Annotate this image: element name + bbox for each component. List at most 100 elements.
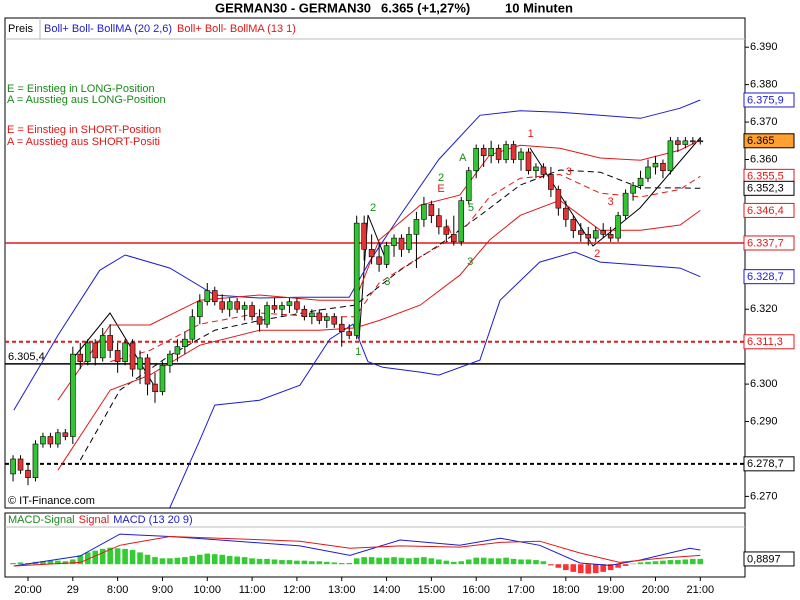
band-line	[13, 99, 701, 411]
macd-bar	[99, 548, 106, 565]
candle-body	[249, 305, 255, 318]
macd-bar	[436, 559, 442, 565]
candle-body	[540, 166, 547, 175]
candle-body	[450, 234, 457, 243]
candle-body	[563, 207, 569, 220]
overlay-legend: Boll+ Boll- BollMA (13 1)	[177, 23, 296, 35]
price-label: 6.375,9	[747, 94, 784, 106]
macd-bar	[495, 558, 502, 565]
y-tick-label: 6.300	[750, 378, 778, 390]
macd-bar	[630, 563, 636, 565]
x-tick-label: 20:00	[14, 584, 42, 596]
candle-body	[152, 383, 158, 392]
candle-body	[129, 342, 136, 370]
candle-body	[428, 204, 435, 216]
candle-body	[652, 162, 659, 168]
macd-value-box	[743, 551, 795, 567]
macd-bar	[294, 560, 300, 565]
macd-bar	[77, 555, 84, 565]
candle-body	[294, 301, 300, 310]
candle-body	[488, 147, 494, 157]
candle-body	[331, 316, 338, 325]
candle-body	[346, 331, 353, 336]
price-label-box	[743, 269, 795, 285]
x-tick-label: 17:00	[507, 584, 535, 596]
signal-marker: 2	[370, 202, 376, 214]
macd-bar	[189, 555, 196, 565]
macd-bar	[353, 558, 360, 565]
x-tick-label: 8:00	[107, 584, 128, 596]
macd-bar	[324, 561, 330, 565]
price-label-box	[743, 180, 795, 196]
candle-body	[510, 144, 517, 160]
macd-bar	[264, 558, 270, 565]
macd-bar	[690, 558, 696, 565]
price-label-box	[743, 133, 795, 149]
macd-bar	[533, 560, 539, 565]
price-label-box	[743, 456, 795, 472]
candle-body	[137, 357, 143, 370]
macd-bar	[577, 564, 584, 574]
y-tick-label: 6.270	[750, 490, 778, 502]
candle-body	[353, 222, 360, 336]
band-line	[57, 139, 701, 401]
candle-body	[159, 365, 166, 392]
signal-marker: A	[459, 152, 467, 164]
copyright: © IT-Finance.com	[8, 495, 95, 507]
candle-body	[383, 245, 390, 265]
macd-bar	[316, 561, 323, 565]
x-tick-label: 21:00	[687, 584, 715, 596]
quote: 6.365 (+1,27%)	[381, 0, 470, 15]
candle-body	[84, 342, 91, 362]
candle-body	[406, 234, 412, 250]
price-label-box	[743, 92, 795, 108]
macd-bar	[428, 558, 435, 565]
candle-body	[473, 147, 480, 172]
candle-body	[675, 140, 681, 145]
macd-bar	[637, 562, 644, 565]
candle-body	[279, 305, 285, 310]
macd-bar	[174, 557, 181, 565]
price-legend: Preis	[8, 23, 34, 35]
candle-body	[518, 151, 524, 160]
x-tick-label: 15:00	[418, 584, 446, 596]
macd-bar	[167, 558, 173, 565]
macd-bar	[107, 547, 113, 565]
candle-body	[577, 230, 584, 235]
candle-body	[309, 312, 315, 318]
macd-bar	[331, 562, 338, 565]
macd-bar	[510, 558, 517, 565]
macd-bar	[413, 557, 420, 565]
macd-bar	[645, 561, 651, 565]
x-tick-label: 16:00	[462, 584, 490, 596]
macd-bar	[152, 557, 158, 565]
signal-marker: 3	[608, 196, 614, 208]
candle-body	[211, 290, 218, 303]
macd-bar	[241, 557, 248, 565]
candle-body	[607, 234, 614, 239]
x-tick-label: 10:00	[194, 584, 222, 596]
macd-bar	[70, 559, 76, 565]
price-label: 6.311,3	[747, 336, 783, 348]
interval: 10 Minuten	[505, 0, 573, 15]
candle-body	[197, 301, 203, 318]
candle-body	[503, 144, 509, 160]
x-tick-label: 18:00	[552, 584, 580, 596]
macd-bar	[17, 562, 24, 565]
macd-bar	[361, 557, 367, 565]
macd-bar	[391, 557, 397, 565]
candle-body	[10, 458, 16, 475]
candle-body	[615, 215, 621, 239]
price-label-box	[743, 235, 795, 251]
candle-body	[645, 166, 651, 179]
candle-body	[682, 140, 689, 145]
chart-title: GERMAN30 - GERMAN30	[215, 0, 371, 15]
macd-bar	[249, 558, 255, 565]
macd-bar	[219, 554, 226, 565]
macd-bar	[234, 556, 240, 565]
candle-body	[480, 147, 487, 157]
y-tick-label: 6.320	[750, 303, 778, 315]
macd-bar	[600, 564, 606, 572]
